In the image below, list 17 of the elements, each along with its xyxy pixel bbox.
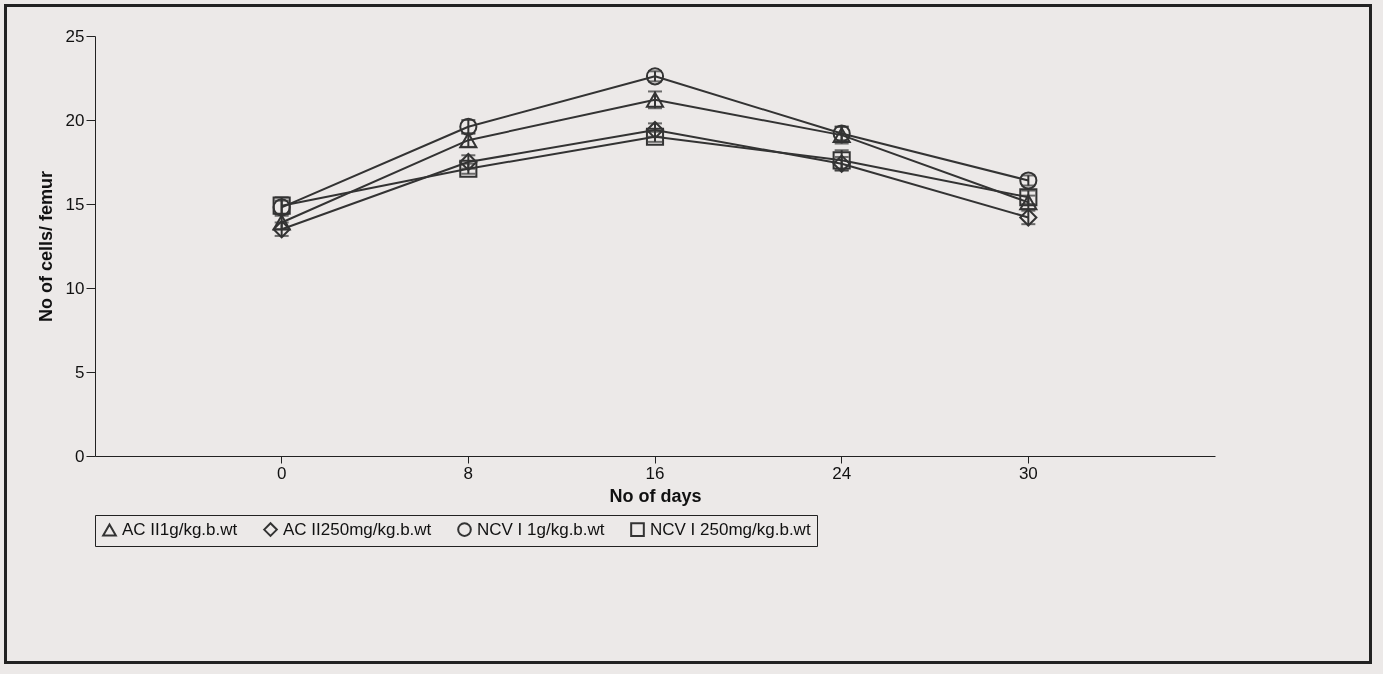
legend-label: NCV I 250mg/kg.b.wt (650, 519, 811, 539)
legend-label: AC II250mg/kg.b.wt (283, 519, 432, 539)
legend-label: NCV I 1g/kg.b.wt (477, 519, 605, 539)
y-tick-label: 15 (65, 194, 85, 214)
y-tick-label: 25 (65, 26, 85, 46)
x-tick-label: 24 (832, 463, 852, 483)
x-tick-label: 0 (276, 463, 287, 483)
y-tick-label: 5 (75, 362, 85, 382)
x-axis-title: No of days (609, 485, 702, 506)
y-tick-label: 20 (65, 110, 85, 130)
legend-label: AC II1g/kg.b.wt (122, 520, 238, 540)
x-tick-label: 30 (1018, 463, 1038, 483)
y-axis-title: No of cells/ femur (35, 170, 56, 323)
x-tick-label: 16 (645, 463, 665, 483)
x-tick-label: 8 (463, 463, 474, 483)
y-tick-label: 10 (65, 278, 85, 298)
y-tick-label: 0 (75, 446, 85, 466)
